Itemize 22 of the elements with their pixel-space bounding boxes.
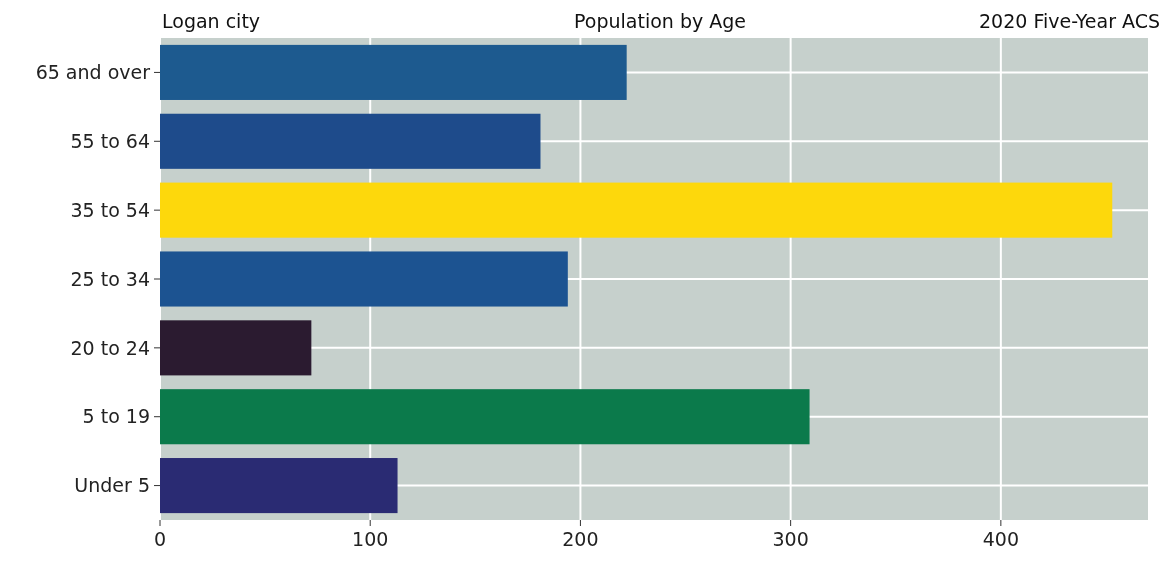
bar bbox=[160, 458, 398, 514]
y-tick-label: 55 to 64 bbox=[70, 129, 150, 152]
y-tick-label: 25 to 34 bbox=[70, 267, 150, 290]
text: 2020 Five-Year ACS bbox=[978, 10, 1160, 32]
bar bbox=[160, 389, 810, 445]
y-tick-label: 65 and over bbox=[35, 61, 151, 84]
bar bbox=[160, 182, 1113, 238]
chart-subtitle: Logan city bbox=[162, 10, 261, 32]
x-tick-label: 0 bbox=[153, 528, 167, 550]
x-tick-label: 200 bbox=[562, 528, 599, 550]
bar bbox=[160, 251, 568, 307]
x-tick-label: 400 bbox=[982, 528, 1019, 550]
x-tick-label: 100 bbox=[352, 528, 389, 550]
bar bbox=[160, 113, 541, 169]
bar bbox=[160, 44, 627, 100]
y-tick-label: 5 to 19 bbox=[82, 405, 150, 428]
chart-title: Population by Age bbox=[574, 10, 746, 32]
y-tick-label: 20 to 24 bbox=[70, 336, 150, 359]
y-tick-label: Under 5 bbox=[74, 474, 150, 497]
x-tick-label: 300 bbox=[772, 528, 809, 550]
y-tick-label: 35 to 54 bbox=[70, 198, 150, 221]
bar bbox=[160, 320, 312, 376]
